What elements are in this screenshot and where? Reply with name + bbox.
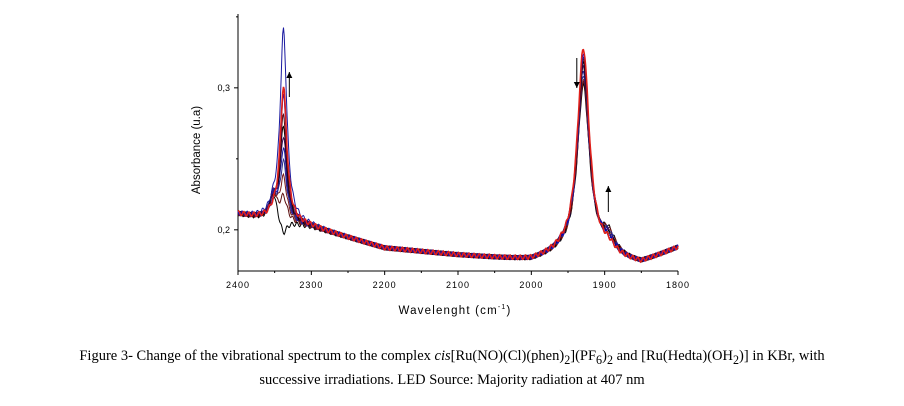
caption-line-2: successive irradiations. LED Source: Maj… (259, 371, 645, 388)
spectrum-series-line (237, 48, 679, 264)
caption-sub: 2 (606, 352, 613, 367)
caption-prefix: Figure 3- Change of the vibrational spec… (79, 348, 435, 364)
spectrum-series-line (237, 57, 679, 263)
x-tick-label: 1800 (666, 280, 690, 290)
x-tick-label: 2100 (446, 280, 470, 290)
x-ticks: 2400 2300 2200 2100 2000 1900 1800 (226, 271, 690, 290)
caption-and: and [Ru(Hedta)(OH (612, 348, 733, 364)
change-arrow-head (605, 186, 612, 192)
plot-area: 2400 2300 2200 2100 2000 1900 1800 0,2 0,3 (217, 14, 690, 290)
caption-formula: [Ru(NO)(Cl)(phen) (450, 348, 565, 364)
x-tick-label: 2000 (519, 280, 543, 290)
caption-sub: 2 (564, 352, 571, 367)
caption-suffix: )] in KBr, with (739, 348, 825, 364)
x-axis-title-sup: -1 (498, 304, 507, 311)
change-arrow-head (573, 82, 580, 88)
caption-italic-cis: cis (434, 348, 451, 364)
spectrum-series-line (237, 53, 679, 263)
x-axis-title-text: Wavelenght (cm (398, 305, 497, 317)
caption-sub: 2 (732, 352, 740, 367)
x-axis-title-close: ) (507, 305, 512, 317)
x-tick-label: 2300 (299, 280, 323, 290)
caption-line-1: Figure 3- Change of the vibrational spec… (0, 346, 904, 370)
x-tick-label: 2200 (373, 280, 397, 290)
x-tick-label: 1900 (593, 280, 617, 290)
spectrum-figure: 2400 2300 2200 2100 2000 1900 1800 0,2 0,3 Wave… (191, 14, 690, 317)
change-arrow-head (286, 72, 293, 78)
caption-sub: 6 (596, 352, 603, 367)
y-ticks: 0,2 0,3 (217, 16, 238, 235)
y-axis-title: Absorbance (u.a) (191, 106, 203, 194)
caption-formula-mid: ](PF (570, 348, 597, 364)
y-tick-label: 0,3 (217, 83, 230, 93)
caption-formula-mid2: ) (602, 348, 607, 364)
x-axis-title: Wavelenght (cm-1) (398, 304, 511, 317)
arrow-group (286, 58, 612, 212)
y-tick-label: 0,2 (217, 225, 230, 235)
figure-caption: Figure 3- Change of the vibrational spec… (0, 346, 904, 390)
series-group (237, 27, 679, 264)
x-tick-label: 2400 (226, 280, 250, 290)
